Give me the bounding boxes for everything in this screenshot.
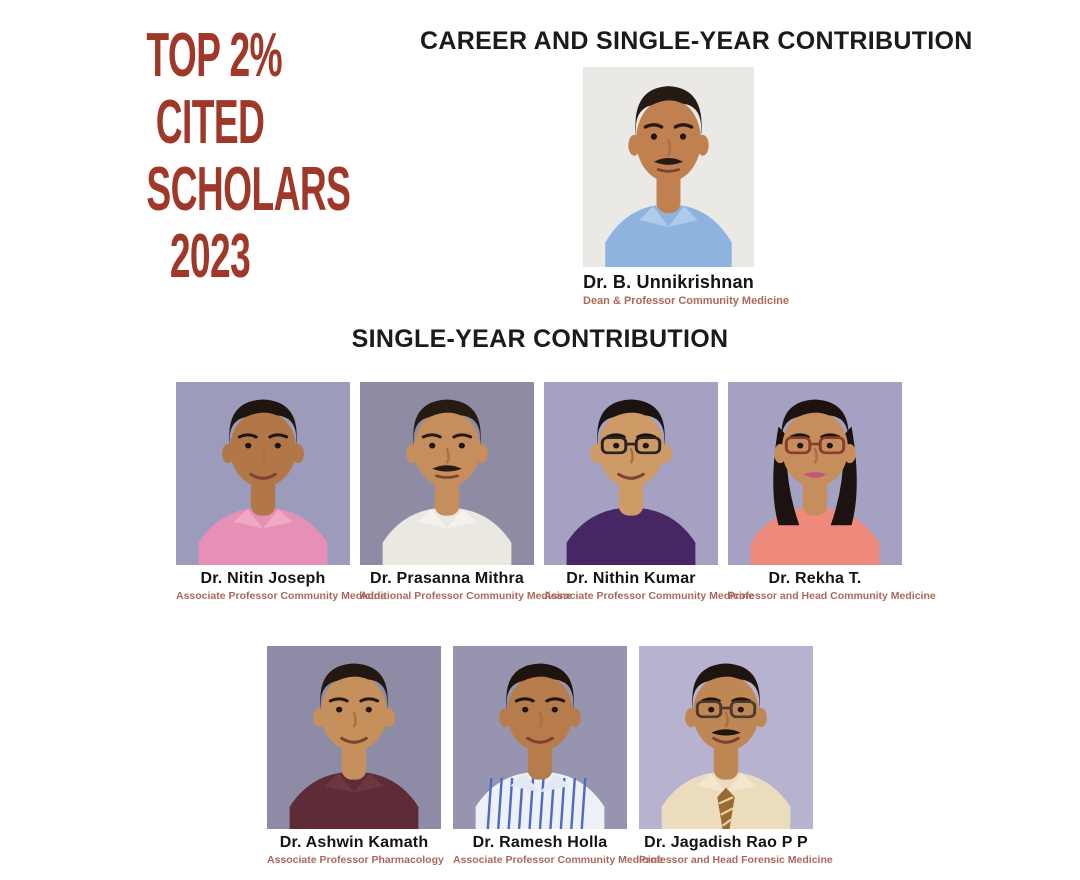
scholar-card: Dr. Ashwin Kamath Associate Professor Ph… — [267, 646, 444, 866]
scholar-name: Dr. Nitin Joseph — [200, 570, 326, 587]
scholar-role: Dean & Professor Community Medicine — [583, 295, 789, 307]
scholar-photo — [544, 382, 718, 565]
scholar-card-unnikrishnan: Dr. B. Unnikrishnan Dean & Professor Com… — [583, 67, 789, 307]
scholar-card: Dr. Ramesh Holla Associate Professor Com… — [453, 646, 664, 866]
scholar-role: Professor and Head Community Medicine — [728, 590, 936, 602]
scholar-role: Additional Professor Community Medicine — [360, 590, 572, 602]
scholar-card: Dr. Jagadish Rao P P Professor and Head … — [639, 646, 833, 866]
scholar-card: Dr. Rekha T. Professor and Head Communit… — [728, 382, 936, 602]
scholar-name: Dr. Prasanna Mithra — [369, 570, 525, 587]
title-line-4: 2023 — [169, 222, 251, 291]
single-year-section-heading: SINGLE-YEAR CONTRIBUTION — [351, 325, 729, 353]
scholar-name: Dr. B. Unnikrishnan — [583, 272, 754, 292]
scholar-photo — [728, 382, 902, 565]
scholar-photo — [453, 646, 627, 829]
scholar-caption: Dr. Ashwin Kamath Associate Professor Ph… — [267, 834, 444, 866]
title-line-1: TOP 2% — [146, 21, 283, 90]
single-year-row-2: Dr. Ashwin Kamath Associate Professor Ph… — [267, 646, 833, 866]
scholar-caption: Dr. Ramesh Holla Associate Professor Com… — [453, 834, 664, 866]
title-line-2: CITED — [155, 88, 265, 157]
scholar-name: Dr. Ashwin Kamath — [279, 834, 429, 851]
scholar-role: Professor and Head Forensic Medicine — [639, 854, 833, 866]
career-section-heading: CAREER AND SINGLE-YEAR CONTRIBUTION — [420, 27, 973, 55]
scholar-caption: Dr. Jagadish Rao P P Professor and Head … — [639, 834, 833, 866]
scholar-name: Dr. Rekha T. — [768, 570, 862, 587]
scholar-role: Associate Professor Pharmacology — [267, 854, 444, 866]
scholar-card: Dr. Prasanna Mithra Additional Professor… — [360, 382, 572, 602]
scholar-photo — [267, 646, 441, 829]
scholar-caption: Dr. Nitin Joseph Associate Professor Com… — [176, 570, 387, 602]
scholar-photo — [360, 382, 534, 565]
poster-title: TOP 2% CITED SCHOLARS 2023 — [104, 21, 351, 291]
single-year-row-1: Dr. Nitin Joseph Associate Professor Com… — [176, 382, 936, 602]
scholar-caption: Dr. Nithin Kumar Associate Professor Com… — [544, 570, 755, 602]
scholar-photo — [583, 67, 754, 267]
scholar-name: Dr. Nithin Kumar — [566, 570, 696, 587]
scholar-card: Dr. Nithin Kumar Associate Professor Com… — [544, 382, 755, 602]
scholar-name: Dr. Jagadish Rao P P — [644, 834, 808, 851]
scholar-caption: Dr. Rekha T. Professor and Head Communit… — [728, 570, 936, 602]
scholar-caption: Dr. B. Unnikrishnan Dean & Professor Com… — [583, 272, 789, 307]
title-line-3: SCHOLARS — [146, 155, 351, 224]
scholar-role: Associate Professor Community Medicine — [544, 590, 755, 602]
scholar-photo — [176, 382, 350, 565]
scholar-photo — [639, 646, 813, 829]
scholar-caption: Dr. Prasanna Mithra Additional Professor… — [360, 570, 572, 602]
scholar-role: Associate Professor Community Medicine — [453, 854, 664, 866]
scholar-card: Dr. Nitin Joseph Associate Professor Com… — [176, 382, 387, 602]
scholar-name: Dr. Ramesh Holla — [472, 834, 608, 851]
scholar-role: Associate Professor Community Medicine — [176, 590, 387, 602]
